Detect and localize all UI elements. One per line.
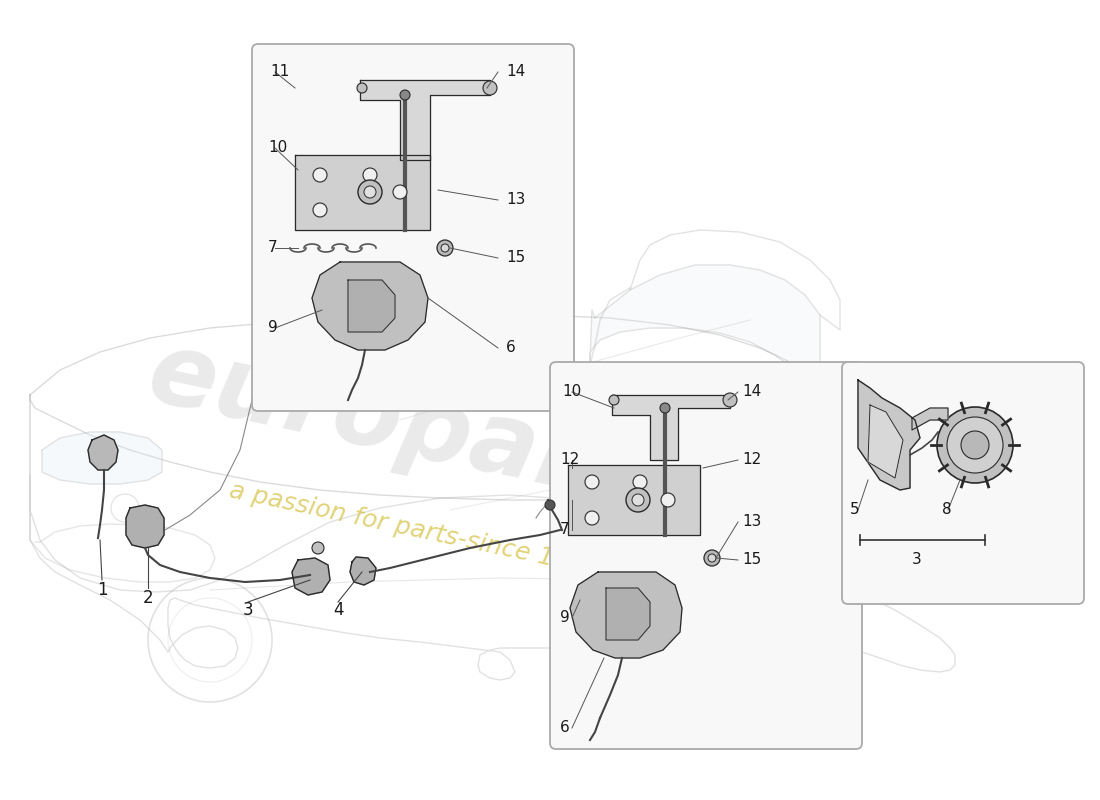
Circle shape	[723, 393, 737, 407]
Circle shape	[704, 550, 720, 566]
Polygon shape	[350, 557, 376, 585]
Circle shape	[544, 500, 556, 510]
Polygon shape	[295, 155, 430, 230]
Polygon shape	[868, 405, 903, 478]
Text: 12: 12	[742, 453, 761, 467]
Circle shape	[358, 180, 382, 204]
Text: 4: 4	[332, 601, 343, 619]
Text: 14: 14	[506, 65, 526, 79]
Polygon shape	[126, 505, 164, 548]
Polygon shape	[612, 395, 730, 460]
Polygon shape	[912, 408, 948, 430]
Text: 1: 1	[97, 581, 108, 599]
Text: europarts: europarts	[140, 325, 701, 535]
Circle shape	[585, 511, 600, 525]
Text: 9: 9	[560, 610, 570, 626]
Circle shape	[661, 493, 675, 507]
Text: 3: 3	[912, 553, 922, 567]
Text: 14: 14	[742, 385, 761, 399]
Polygon shape	[360, 80, 490, 160]
Circle shape	[961, 431, 989, 459]
Circle shape	[400, 90, 410, 100]
Circle shape	[312, 542, 324, 554]
Circle shape	[632, 475, 647, 489]
Circle shape	[660, 403, 670, 413]
Polygon shape	[570, 572, 682, 658]
Polygon shape	[568, 465, 700, 535]
Polygon shape	[680, 382, 728, 415]
Text: 6: 6	[506, 341, 516, 355]
Polygon shape	[606, 588, 650, 640]
Polygon shape	[42, 432, 162, 484]
Text: 9: 9	[268, 321, 277, 335]
Text: 11: 11	[270, 65, 289, 79]
Circle shape	[632, 494, 644, 506]
Text: 6: 6	[560, 721, 570, 735]
Circle shape	[585, 475, 600, 489]
Circle shape	[626, 488, 650, 512]
Text: 7: 7	[560, 522, 570, 538]
Circle shape	[483, 81, 497, 95]
Polygon shape	[88, 435, 118, 470]
Text: 10: 10	[562, 385, 581, 399]
Circle shape	[393, 185, 407, 199]
Circle shape	[708, 554, 716, 562]
Text: 15: 15	[506, 250, 526, 266]
Circle shape	[437, 240, 453, 256]
Circle shape	[363, 168, 377, 182]
Text: 5: 5	[850, 502, 859, 518]
Circle shape	[364, 186, 376, 198]
Polygon shape	[312, 262, 428, 350]
Circle shape	[314, 168, 327, 182]
Polygon shape	[348, 280, 395, 332]
Text: 12: 12	[560, 453, 580, 467]
Text: 15: 15	[742, 553, 761, 567]
FancyBboxPatch shape	[842, 362, 1084, 604]
Circle shape	[609, 395, 619, 405]
Circle shape	[358, 83, 367, 93]
Polygon shape	[590, 265, 820, 395]
Circle shape	[947, 417, 1003, 473]
Text: 8: 8	[942, 502, 952, 518]
Text: 7: 7	[268, 241, 277, 255]
Text: 13: 13	[742, 514, 761, 530]
Text: 3: 3	[243, 601, 253, 619]
Text: 13: 13	[506, 193, 526, 207]
Circle shape	[937, 407, 1013, 483]
Circle shape	[314, 203, 327, 217]
Text: a passion for parts-since 1995: a passion for parts-since 1995	[228, 479, 603, 581]
Text: 10: 10	[268, 141, 287, 155]
Circle shape	[441, 244, 449, 252]
FancyBboxPatch shape	[550, 362, 862, 749]
Polygon shape	[858, 380, 920, 490]
Text: 2: 2	[143, 589, 153, 607]
Polygon shape	[292, 558, 330, 595]
FancyBboxPatch shape	[252, 44, 574, 411]
